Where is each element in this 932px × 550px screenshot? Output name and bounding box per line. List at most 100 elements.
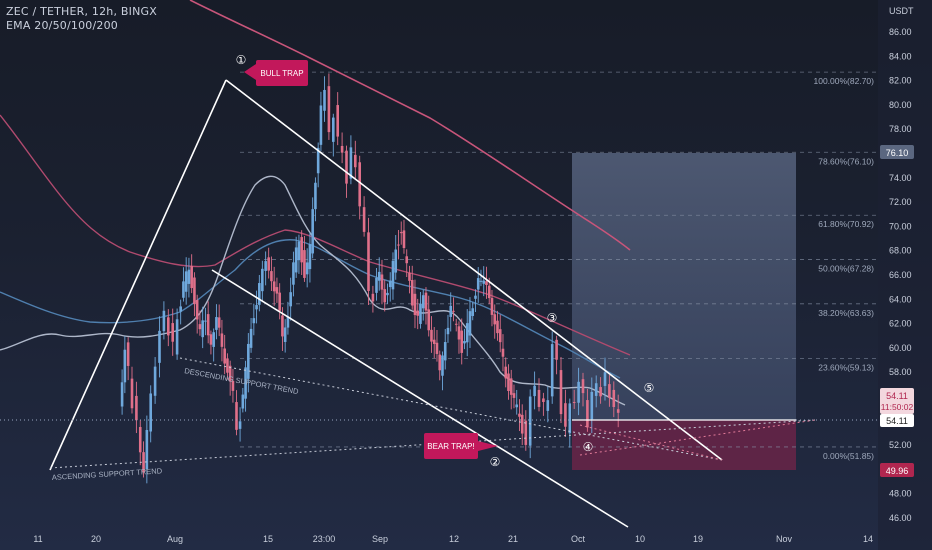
stop-badge: 49.96 xyxy=(880,463,914,477)
candle-body xyxy=(504,366,508,379)
fib-level-label: 78.60%(76.10) xyxy=(818,156,874,166)
candle-body xyxy=(278,292,281,311)
candle-body xyxy=(120,382,124,407)
candle-body xyxy=(463,340,466,344)
price-tick-label: 58.00 xyxy=(889,367,912,377)
price-tick-label: 46.00 xyxy=(889,513,912,523)
time-tick-label: Nov xyxy=(776,534,793,544)
time-tick-label: 20 xyxy=(91,534,101,544)
candle-body xyxy=(179,306,182,312)
price-tick-label: 64.00 xyxy=(889,294,912,304)
candle-body xyxy=(182,281,185,298)
candle-body xyxy=(190,266,193,289)
candle-body xyxy=(572,401,576,403)
candle-body xyxy=(546,400,550,411)
candle-body xyxy=(590,391,594,420)
candle-body xyxy=(281,315,284,337)
candle-body xyxy=(380,274,384,290)
time-tick-label: 15 xyxy=(263,534,273,544)
candle-body xyxy=(435,342,439,354)
candle-body xyxy=(375,277,378,293)
candle-body xyxy=(383,289,387,303)
candle-body xyxy=(345,150,348,184)
price-tick-label: 66.00 xyxy=(889,270,912,280)
descending-support-line xyxy=(179,357,723,461)
candle-body xyxy=(220,333,224,347)
candle-body xyxy=(460,330,464,353)
bull-trap-label: BULL TRAP xyxy=(260,69,303,78)
candle-body xyxy=(509,378,513,395)
candle-body xyxy=(238,421,242,429)
candle-body xyxy=(212,332,215,347)
candle-body xyxy=(308,244,312,270)
candle-body xyxy=(537,389,541,407)
candle-body xyxy=(424,292,428,311)
candle-body xyxy=(228,365,232,382)
price-tick-label: 48.00 xyxy=(889,489,912,499)
candle-body xyxy=(289,292,292,307)
price-tick-label: 70.00 xyxy=(889,221,912,231)
projection-line-down xyxy=(579,424,723,461)
time-tick-label: Oct xyxy=(571,534,586,544)
candle-body xyxy=(314,182,317,210)
candle-body xyxy=(419,303,422,324)
candle-body xyxy=(126,342,130,366)
candle-body xyxy=(542,398,545,402)
candle-body xyxy=(162,310,166,332)
candle-body xyxy=(608,384,611,398)
candle-body xyxy=(555,339,558,360)
currency-label: USDT xyxy=(889,6,914,16)
candle-body xyxy=(371,293,375,302)
candle-body xyxy=(358,162,361,207)
candle-body xyxy=(564,403,567,427)
price-tick-label: 82.00 xyxy=(889,76,912,86)
ema-20-line xyxy=(0,175,626,406)
candle-body xyxy=(258,283,261,305)
candle-body xyxy=(421,295,425,309)
candle-body xyxy=(283,327,287,342)
fib-level-label: 23.60%(59.13) xyxy=(818,362,874,372)
candle-body xyxy=(294,247,298,273)
candle-body xyxy=(327,86,331,133)
candle-body xyxy=(349,147,353,179)
ema-100-line xyxy=(0,114,631,356)
descending-support-label: DESCENDING SUPPORT TREND xyxy=(184,366,300,396)
candle-body xyxy=(485,281,488,285)
target-badge-label: 76.10 xyxy=(886,148,909,158)
candle-body xyxy=(206,314,210,336)
candle-body xyxy=(255,305,258,310)
candle-body xyxy=(457,326,461,340)
candle-body xyxy=(209,334,213,345)
candle-body xyxy=(528,396,532,446)
candle-body xyxy=(476,278,480,290)
candle-body xyxy=(402,230,406,248)
candle-body xyxy=(316,147,320,174)
wave-4-marker: ④ xyxy=(583,440,594,454)
price-tick-label: 78.00 xyxy=(889,124,912,134)
candle-body xyxy=(405,256,409,264)
candle-body xyxy=(244,367,247,399)
time-tick-label: 14 xyxy=(863,534,873,544)
current-price-line-label: 54.11 xyxy=(886,416,908,426)
time-axis[interactable]: 11 20 Aug 15 23:00 Sep 12 21 Oct 10 19 Nov 14 xyxy=(33,534,873,544)
candle-body xyxy=(175,319,179,355)
candle-body xyxy=(550,344,554,397)
candle-body xyxy=(142,452,145,473)
candle-body xyxy=(123,349,127,383)
stop-badge-label: 49.96 xyxy=(886,466,909,476)
wave-2-marker: ② xyxy=(490,455,501,469)
candle-body xyxy=(612,389,616,408)
candle-body xyxy=(577,381,580,403)
fib-level-label: 100.00%(82.70) xyxy=(814,76,875,86)
candle-body xyxy=(471,308,475,316)
candle-body xyxy=(201,320,204,338)
fib-level-label: 50.00%(67.28) xyxy=(818,263,874,273)
candle-body xyxy=(518,413,521,417)
time-tick-label: 23:00 xyxy=(313,534,336,544)
candle-body xyxy=(524,420,528,445)
candle-body xyxy=(138,427,142,453)
candle-body xyxy=(441,355,444,376)
price-tick-label: 86.00 xyxy=(889,27,912,37)
